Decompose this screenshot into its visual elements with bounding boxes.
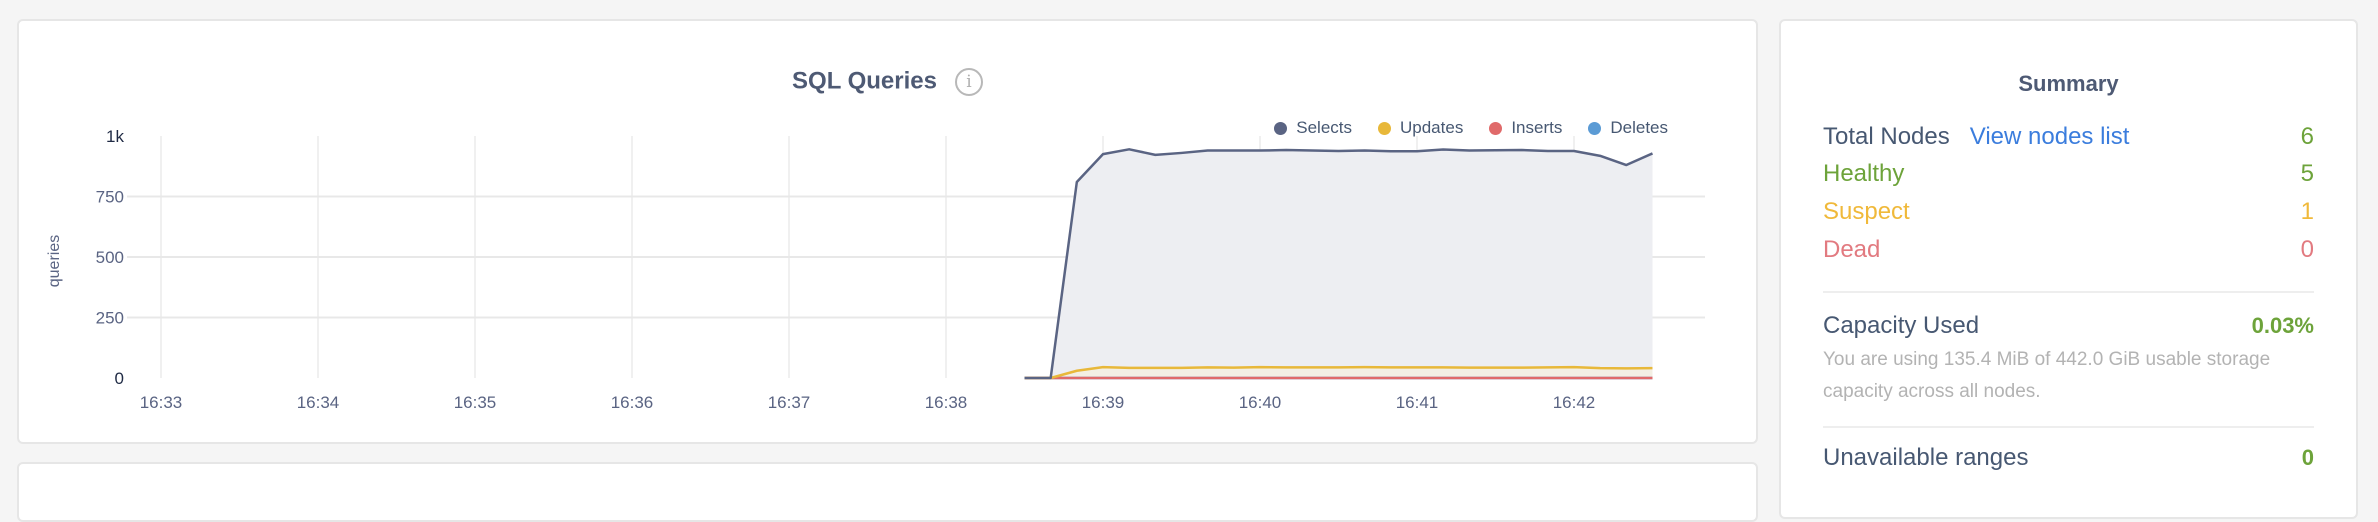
next-card — [17, 462, 1758, 522]
total-nodes-value: 6 — [2300, 123, 2314, 150]
legend-label: Inserts — [1511, 118, 1563, 137]
legend-item-inserts[interactable]: Inserts — [1489, 118, 1562, 138]
legend-item-selects[interactable]: Selects — [1274, 118, 1352, 138]
x-tick-label: 16:37 — [768, 393, 811, 412]
series-area-selects — [1024, 149, 1653, 378]
dead-value: 0 — [2300, 236, 2314, 263]
chart-plot[interactable]: 16:33 16:34 16:35 16:36 16:37 16:38 16:39 16:40… — [19, 21, 1760, 446]
unavailable-ranges-row: Unavailable ranges 0 — [1823, 444, 2314, 472]
dead-label: Dead — [1823, 236, 1881, 263]
capacity-description: You are using 135.4 MiB of 442.0 GiB usa… — [1823, 349, 2271, 402]
total-nodes-label: Total Nodes — [1823, 123, 1950, 150]
series-line-updates — [1024, 365, 1653, 380]
capacity-value: 0.03% — [2251, 313, 2314, 338]
legend-dot — [1274, 121, 1288, 135]
divider — [1823, 291, 2314, 293]
x-tick-label: 16:39 — [1082, 393, 1125, 412]
sql-queries-chart-card: SQL Queries i Selects Updates Inserts Del… — [17, 19, 1758, 444]
x-tick-label: 16:42 — [1553, 393, 1596, 412]
y-tick-label: 500 — [96, 248, 124, 267]
dead-row: Dead 0 — [1823, 236, 2314, 264]
unavailable-ranges-label: Unavailable ranges — [1823, 444, 2029, 471]
y-tick-label: 0 — [115, 369, 124, 388]
legend-label: Deletes — [1610, 118, 1668, 137]
series-line-selects — [1024, 148, 1654, 380]
summary-card: Summary Total Nodes View nodes list 6 He… — [1779, 19, 2358, 519]
chart-title: SQL Queries i — [19, 67, 1756, 96]
series-area-updates — [1024, 367, 1653, 378]
x-tick-label: 16:36 — [611, 393, 654, 412]
legend-item-deletes[interactable]: Deletes — [1588, 118, 1668, 138]
x-tick-label: 16:38 — [925, 393, 968, 412]
info-icon[interactable]: i — [954, 67, 983, 96]
divider — [1823, 426, 2314, 428]
x-tick-label: 16:40 — [1239, 393, 1282, 412]
unavailable-ranges-value: 0 — [2301, 445, 2314, 470]
y-tick-label: 1k — [106, 127, 124, 146]
y-tick-label: 750 — [96, 188, 124, 207]
view-nodes-list-link[interactable]: View nodes list — [1969, 123, 2130, 150]
x-tick-label: 16:33 — [140, 393, 183, 412]
suspect-label: Suspect — [1823, 198, 1910, 225]
y-axis-label: queries — [46, 235, 63, 287]
legend-dot — [1588, 121, 1602, 135]
summary-title: Summary — [2018, 71, 2119, 96]
y-tick-label: 250 — [96, 309, 124, 328]
legend-label: Selects — [1296, 118, 1352, 137]
x-tick-label: 16:41 — [1396, 393, 1439, 412]
capacity-row: Capacity Used 0.03% — [1823, 312, 2314, 340]
suspect-row: Suspect 1 — [1823, 198, 2314, 226]
legend-item-updates[interactable]: Updates — [1378, 118, 1463, 138]
healthy-label: Healthy — [1823, 160, 1905, 187]
capacity-label: Capacity Used — [1823, 312, 1980, 339]
x-tick-label: 16:34 — [297, 393, 340, 412]
chart-title-text: SQL Queries — [792, 67, 937, 95]
healthy-row: Healthy 5 — [1823, 160, 2314, 188]
suspect-value: 1 — [2300, 198, 2314, 225]
legend-label: Updates — [1400, 118, 1464, 137]
total-nodes-row: Total Nodes View nodes list 6 — [1823, 123, 2314, 151]
healthy-value: 5 — [2300, 160, 2314, 187]
x-tick-label: 16:35 — [454, 393, 497, 412]
legend-dot — [1378, 121, 1391, 135]
legend-dot — [1489, 121, 1503, 135]
chart-legend: Selects Updates Inserts Deletes — [1274, 118, 1668, 138]
